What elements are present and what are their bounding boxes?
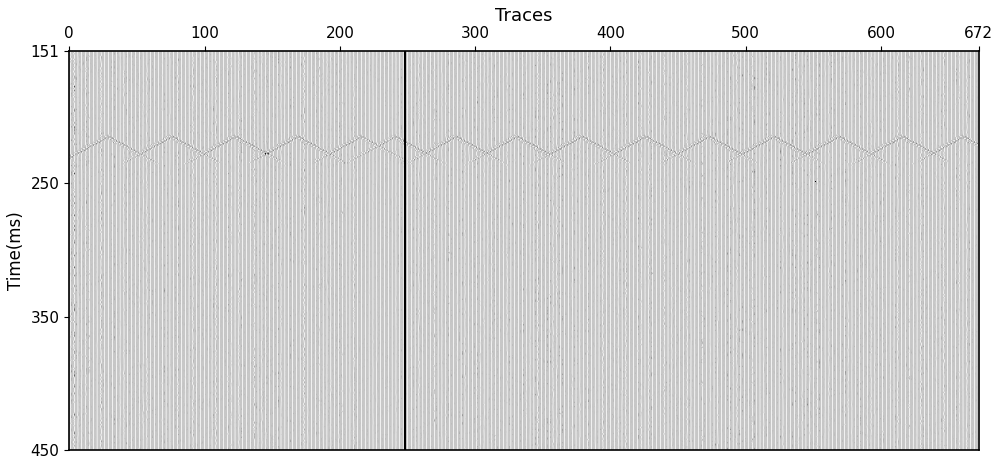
X-axis label: Traces: Traces [495, 7, 553, 25]
Y-axis label: Time(ms): Time(ms) [7, 211, 25, 290]
